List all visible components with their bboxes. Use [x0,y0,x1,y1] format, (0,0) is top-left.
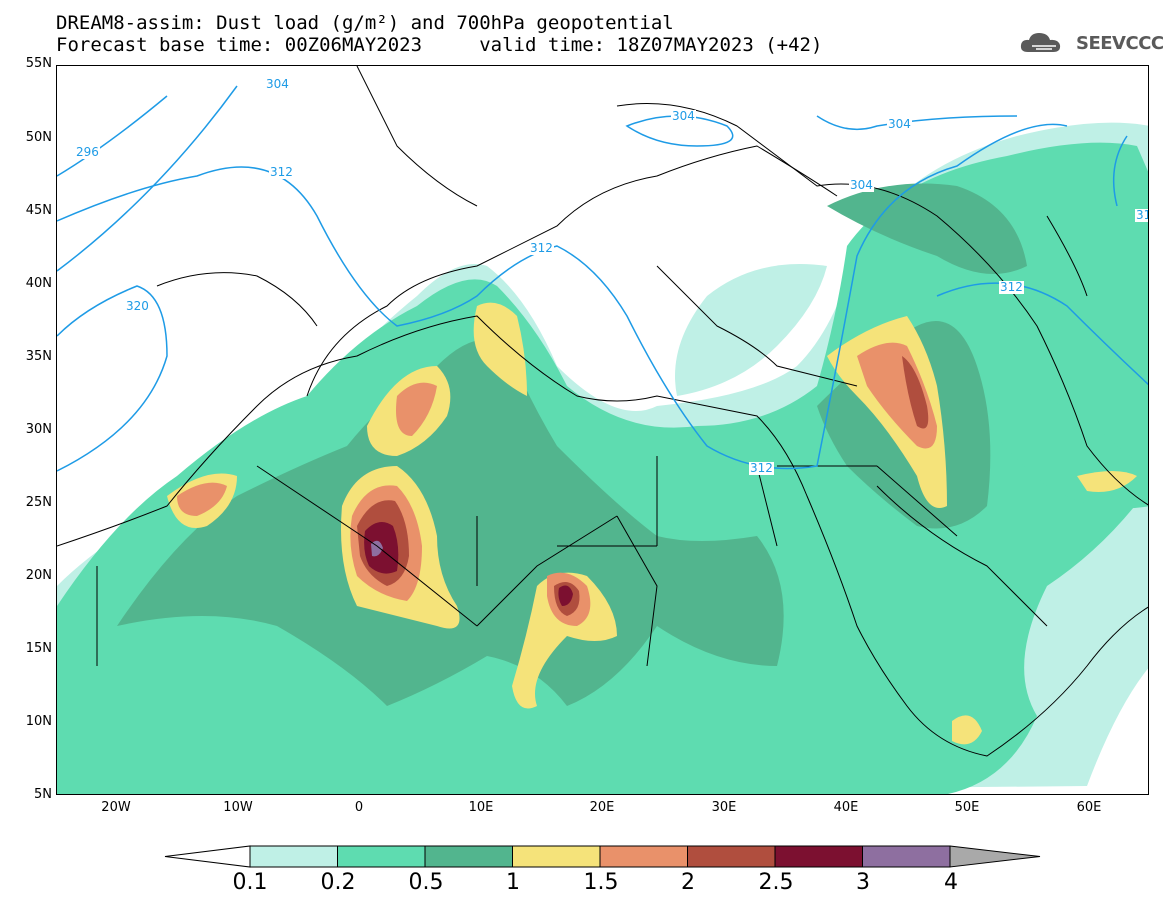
colorbar-label: 2 [681,870,695,895]
colorbar-segment [424,845,513,868]
contour-label: 304 [671,109,696,123]
lon-label: 0 [354,800,364,815]
colorbar-label: 0.2 [320,870,356,895]
lon-label: 10E [468,800,494,815]
contour-label: 312 [529,241,554,255]
lat-label: 55N [25,56,52,71]
dust-layer-3 [371,540,383,557]
contour-label: 304 [849,178,874,192]
lat-label: 40N [25,276,52,291]
lon-label: 20W [101,800,131,815]
lat-label: 50N [25,130,52,145]
colorbar-label: 1.5 [583,870,619,895]
geopotential-contours [57,85,1148,472]
map-title-line2: Forecast base time: 00Z06MAY2023 valid t… [56,34,823,56]
contour-label: 304 [265,77,290,91]
lat-label: 35N [25,349,52,364]
contour-label: 312 [749,461,774,475]
colorbar-label: 0.5 [408,870,444,895]
contour-label: 296 [75,145,100,159]
brand-logo: SEEVCCC [1018,30,1164,56]
lon-label: 20E [589,800,615,815]
colorbar-label: 1 [506,870,520,895]
colorbar-segment [337,845,426,868]
lat-label: 15N [25,641,52,656]
lon-label: 10W [223,800,253,815]
lon-label: 60E [1076,800,1102,815]
contour-label: 312 [269,165,294,179]
cloud-icon [1020,33,1061,52]
lat-label: 10N [25,714,52,729]
colorbar-label: 3 [856,870,870,895]
colorbar-segment [249,845,338,868]
colorbar-segment [862,845,951,868]
colorbar-segment [949,845,1041,868]
colorbar-segment [687,845,776,868]
contour-label: 312 [999,280,1024,294]
lat-label: 45N [25,203,52,218]
map-title-line1: DREAM8-assim: Dust load (g/m²) and 700hP… [56,12,674,34]
colorbar-segment [164,845,251,868]
contour-label: 31 [1135,209,1148,222]
map-canvas [57,66,1148,794]
lat-label: 20N [25,568,52,583]
lat-label: 25N [25,495,52,510]
lat-label: 30N [25,422,52,437]
lat-label: 5N [34,787,52,802]
contour-label: 320 [125,299,150,313]
colorbar-segment [599,845,688,868]
contour-label: 304 [887,117,912,131]
colorbar-label: 0.1 [232,870,268,895]
colorbar-label: 4 [944,870,958,895]
lon-label: 50E [954,800,980,815]
lon-label: 40E [833,800,859,815]
lon-label: 30E [711,800,737,815]
coastlines [57,66,1148,757]
colorbar-label: 2.5 [758,870,794,895]
colorbar-segment [774,845,863,868]
dust-load-map: 304 296 312 320 312 304 304 304 312 312 … [56,65,1149,795]
colorbar-segment [512,845,601,868]
brand-text: SEEVCCC [1076,32,1164,54]
dust-layer-1-5 [177,342,937,626]
